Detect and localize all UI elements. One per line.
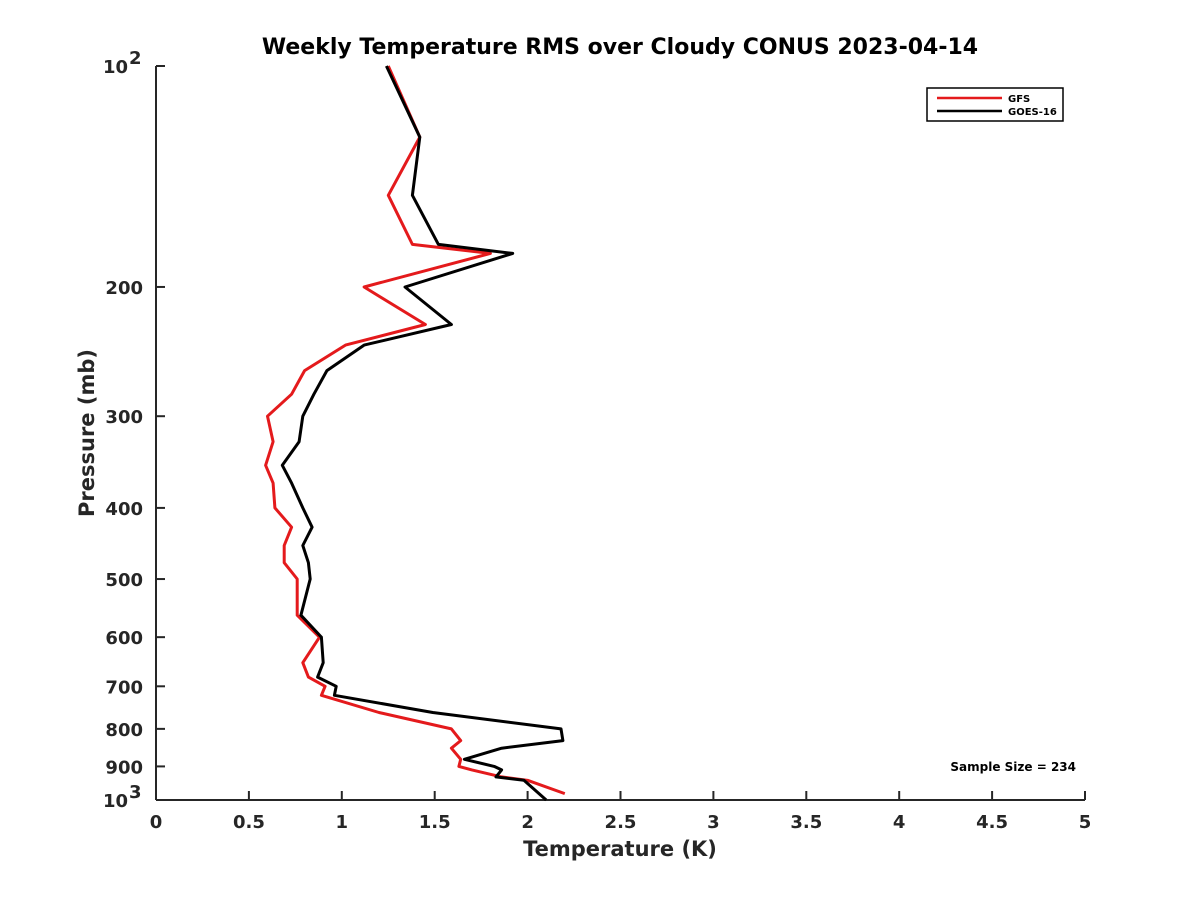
x-tick-label: 3.5 bbox=[790, 812, 822, 833]
legend-label-gfs: GFS bbox=[1008, 94, 1030, 105]
y-tick-label: 700 bbox=[105, 677, 143, 698]
y-tick-label: 600 bbox=[105, 628, 143, 649]
x-tick-label: 5 bbox=[1079, 812, 1092, 833]
legend: GFS GOES-16 bbox=[926, 87, 1064, 122]
y-axis-label: Pressure (mb) bbox=[75, 349, 99, 517]
x-tick-label: 4 bbox=[893, 812, 906, 833]
x-tick-label: 1 bbox=[336, 812, 349, 833]
legend-box bbox=[926, 87, 1064, 122]
y-tick-label: 400 bbox=[105, 499, 143, 520]
y-tick-label: 10 bbox=[103, 791, 128, 812]
x-tick-label: 1.5 bbox=[419, 812, 451, 833]
series-line-goes-16 bbox=[280, 65, 565, 802]
plot-area: 0 0.5 1 1.5 2 2.5 3 3.5 4 4.5 510 22003004005006007… bbox=[103, 48, 1091, 833]
y-tick-label: 800 bbox=[105, 720, 143, 741]
y-tick-label: 10 bbox=[103, 57, 128, 78]
y-tick-label-exponent: 3 bbox=[129, 782, 142, 803]
x-axis-label: Temperature (K) bbox=[523, 837, 717, 861]
y-tick-label: 900 bbox=[105, 757, 143, 778]
legend-label-goes-16: GOES-16 bbox=[1008, 107, 1057, 118]
series-line-gfs bbox=[264, 65, 566, 796]
chart-title: Weekly Temperature RMS over Cloudy CONUS… bbox=[262, 35, 978, 60]
x-tick-label: 4.5 bbox=[976, 812, 1008, 833]
x-tick-label: 2 bbox=[521, 812, 534, 833]
x-tick-label: 3 bbox=[707, 812, 720, 833]
sample-size-annotation: Sample Size = 234 bbox=[950, 760, 1076, 774]
x-tick-label: 2.5 bbox=[605, 812, 637, 833]
x-tick-label: 0 bbox=[150, 812, 163, 833]
y-tick-label: 200 bbox=[105, 278, 143, 299]
y-tick-label-exponent: 2 bbox=[129, 48, 142, 69]
y-tick-label: 500 bbox=[105, 570, 143, 591]
x-tick-label: 0.5 bbox=[233, 812, 265, 833]
y-tick-label: 300 bbox=[105, 407, 143, 428]
